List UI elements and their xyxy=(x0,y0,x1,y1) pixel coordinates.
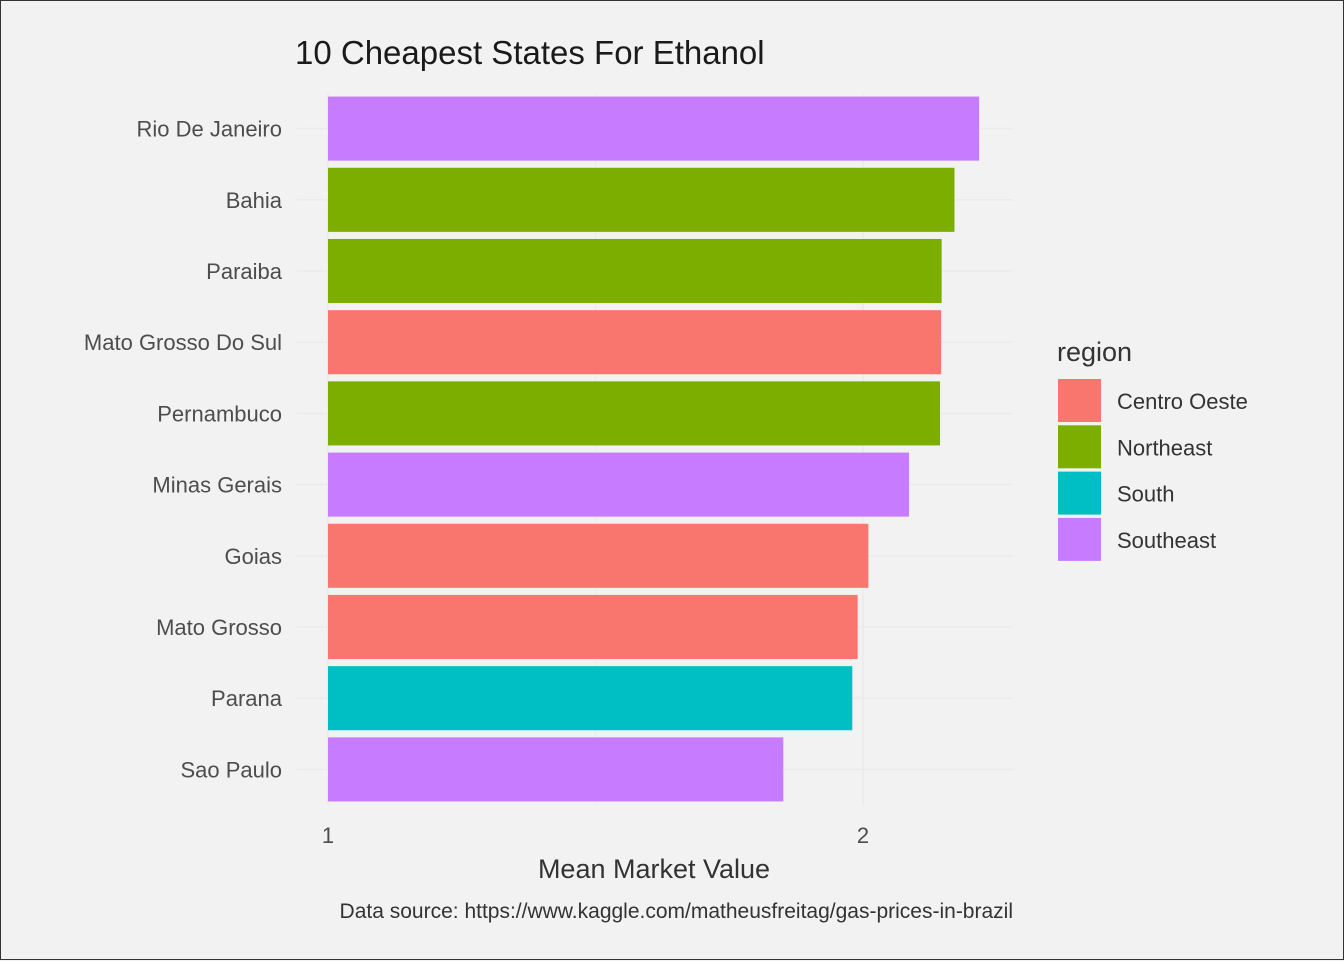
legend-title: region xyxy=(1057,337,1132,367)
y-tick-label: Paraiba xyxy=(206,259,283,284)
caption: Data source: https://www.kaggle.com/math… xyxy=(340,900,1013,923)
bars xyxy=(328,96,980,802)
legend-key xyxy=(1058,517,1101,561)
y-tick-label: Parana xyxy=(211,686,283,711)
y-tick-label: Bahia xyxy=(226,188,283,213)
legend-key xyxy=(1058,425,1101,469)
legend-label: South xyxy=(1117,482,1175,507)
y-tick-label: Pernambuco xyxy=(157,401,282,426)
y-tick-labels: Rio De Janeiro Bahia Paraiba Mato Grosso Do… xyxy=(84,117,283,783)
bar xyxy=(328,737,784,802)
x-axis-label: Mean Market Value xyxy=(538,854,770,884)
y-tick-label: Rio De Janeiro xyxy=(136,117,282,142)
bar xyxy=(328,310,942,375)
bar xyxy=(328,238,942,304)
x-tick-label: 1 xyxy=(322,823,334,848)
bar xyxy=(328,594,858,660)
legend-key xyxy=(1058,471,1101,515)
chart-title: 10 Cheapest States For Ethanol xyxy=(295,34,765,71)
bar xyxy=(328,523,869,588)
x-tick-label: 2 xyxy=(857,823,869,848)
legend: region Centro Oeste Northeast South Southea… xyxy=(1057,337,1248,561)
legend-label: Northeast xyxy=(1117,435,1212,460)
legend-label: Centro Oeste xyxy=(1117,389,1248,414)
legend-key xyxy=(1058,379,1101,422)
bar xyxy=(328,666,853,731)
y-tick-label: Minas Gerais xyxy=(152,473,282,498)
bar xyxy=(328,381,941,446)
y-tick-label: Mato Grosso xyxy=(156,615,282,640)
legend-label: Southeast xyxy=(1117,528,1216,553)
y-tick-label: Mato Grosso Do Sul xyxy=(84,330,282,355)
bar xyxy=(328,452,910,517)
y-tick-label: Goias xyxy=(225,544,282,569)
y-tick-label: Sao Paulo xyxy=(180,757,282,782)
bar xyxy=(328,167,955,232)
bar xyxy=(328,96,980,161)
